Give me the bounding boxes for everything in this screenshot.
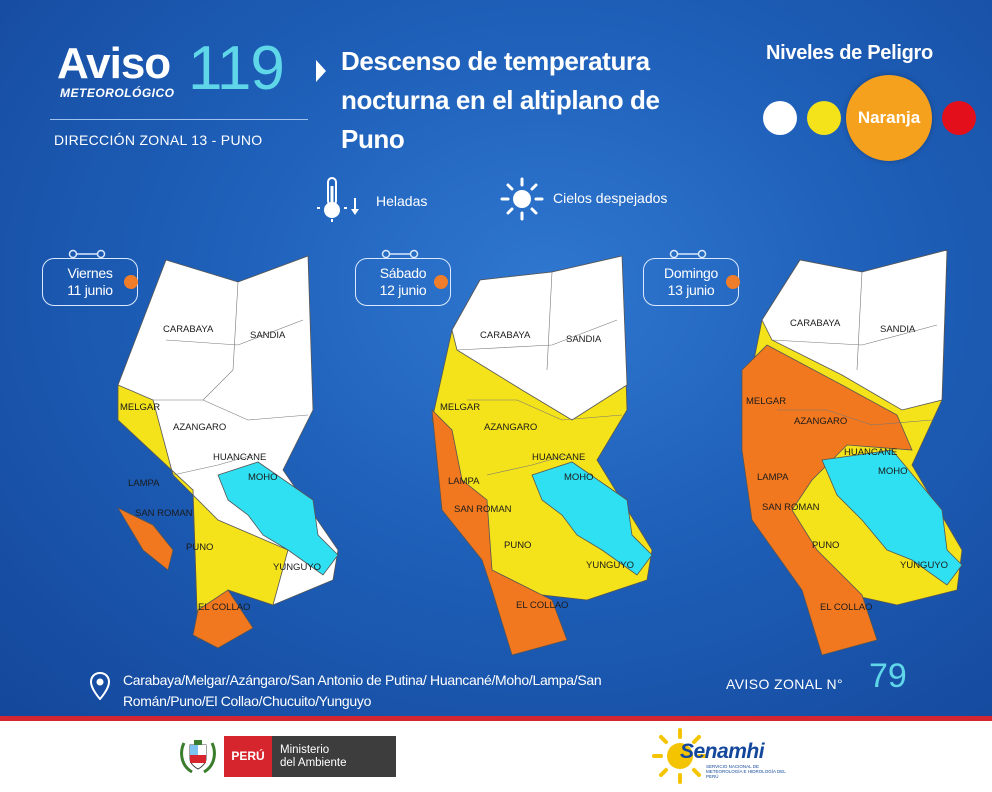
- label-puno: PUNO: [812, 540, 839, 551]
- calendar-rings-icon: [669, 249, 707, 259]
- label-yunguyo: YUNGUYO: [900, 560, 948, 571]
- label-moho: MOHO: [248, 472, 278, 483]
- label-yunguyo: YUNGUYO: [586, 560, 634, 571]
- label-huancane: HUANCANE: [844, 447, 897, 458]
- label-carabaya: CARABAYA: [480, 330, 531, 341]
- legend-heladas: Heladas: [376, 193, 428, 209]
- peru-label: PERÚ: [224, 736, 272, 777]
- title-line-2: nocturna en el altiplano de: [341, 85, 660, 115]
- title-line-3: Puno: [341, 124, 405, 154]
- logo-number: 119: [188, 34, 285, 103]
- day-badge-2: Sábado 12 junio: [355, 249, 451, 306]
- label-yunguyo: YUNGUYO: [273, 562, 321, 573]
- label-azangaro: AZANGARO: [794, 416, 847, 427]
- warning-panel: Aviso METEOROLÓGICO 119 DIRECCIÓN ZONAL …: [0, 0, 992, 718]
- aviso-zonal-label: AVISO ZONAL N°: [726, 676, 843, 692]
- label-puno: PUNO: [186, 542, 213, 553]
- region-white: [761, 250, 948, 411]
- label-el-collao: EL COLLAO: [198, 602, 250, 613]
- divider: [0, 716, 992, 721]
- label-lampa: LAMPA: [128, 478, 160, 489]
- legend-cielos: Cielos despejados: [553, 190, 668, 206]
- sun-icon: [500, 177, 544, 221]
- label-el-collao: EL COLLAO: [516, 600, 568, 611]
- lake-titicaca: [531, 461, 653, 576]
- affected-areas-line-2: Román/Puno/El Collao/Chucuito/Yunguyo: [123, 693, 372, 709]
- label-sandia: SANDIA: [880, 324, 916, 335]
- senamhi-sun-icon: [652, 728, 708, 784]
- calendar-rings-icon: [381, 249, 419, 259]
- region-orange: [116, 507, 174, 571]
- label-sandia: SANDIA: [566, 334, 602, 345]
- map-friday: CARABAYA SANDIA MELGAR AZANGARO HUANCANE…: [116, 255, 339, 649]
- label-melgar: MELGAR: [746, 396, 786, 407]
- thermometer-down-icon: [317, 177, 359, 222]
- label-carabaya: CARABAYA: [163, 324, 214, 335]
- label-melgar: MELGAR: [440, 402, 480, 413]
- orange-dot-icon: [726, 275, 740, 289]
- orange-dot-icon: [124, 275, 138, 289]
- ministerio-line-1: Ministerio: [280, 744, 330, 756]
- day-badge-1: Viernes 11 junio: [42, 249, 138, 306]
- coat-of-arms-icon: [180, 740, 216, 774]
- logo-meteorologico: METEOROLÓGICO: [60, 86, 175, 100]
- levels-title: Niveles de Peligro: [766, 42, 933, 64]
- affected-areas-line-1: Carabaya/Melgar/Azángaro/San Antonio de …: [123, 672, 602, 688]
- warning-title: Descenso de temperatura nocturna en el a…: [341, 42, 741, 159]
- label-melgar: MELGAR: [120, 402, 160, 413]
- level-orange-label: Naranja: [857, 108, 921, 127]
- label-lampa: LAMPA: [757, 472, 789, 483]
- label-san-roman: SAN ROMAN: [135, 508, 193, 519]
- level-orange-active: Naranja: [846, 75, 932, 161]
- region-yellow: [117, 384, 289, 642]
- day-date: 11 junio: [67, 282, 113, 298]
- senamhi-subtitle: SERVICIO NACIONAL DE METEOROLOGÍA E HIDR…: [706, 764, 786, 779]
- orange-dot-icon: [434, 275, 448, 289]
- senamhi-word: Senamhi: [680, 740, 765, 763]
- level-white: [763, 101, 797, 135]
- level-yellow: [807, 101, 841, 135]
- label-azangaro: AZANGARO: [173, 422, 226, 433]
- label-el-collao: EL COLLAO: [820, 602, 872, 613]
- label-moho: MOHO: [564, 472, 594, 483]
- label-sandia: SANDIA: [250, 330, 286, 341]
- region-orange: [431, 408, 568, 656]
- logo-aviso: Aviso: [57, 39, 171, 88]
- location-pin-icon: [90, 672, 110, 700]
- senamhi-logo: Senamhi SERVICIO NACIONAL DE METEOROLOGÍ…: [650, 726, 790, 788]
- region-orange: [741, 344, 913, 656]
- map-saturday: CARABAYA SANDIA MELGAR AZANGARO HUANCANE…: [431, 255, 653, 656]
- label-san-roman: SAN ROMAN: [762, 502, 820, 513]
- region-orange: [192, 589, 254, 649]
- label-huancane: HUANCANE: [213, 452, 266, 463]
- map-sunday: CARABAYA SANDIA MELGAR AZANGARO HUANCANE…: [741, 250, 963, 656]
- region-white: [451, 255, 628, 421]
- label-moho: MOHO: [878, 466, 908, 477]
- day-name: Domingo: [664, 265, 718, 281]
- label-carabaya: CARABAYA: [790, 318, 841, 329]
- label-azangaro: AZANGARO: [484, 422, 537, 433]
- divider: [50, 119, 308, 120]
- ministerio-line-2: del Ambiente: [280, 757, 347, 769]
- day-name: Viernes: [67, 265, 113, 281]
- lake-titicaca: [821, 449, 963, 586]
- lake-titicaca: [217, 461, 339, 576]
- day-date: 12 junio: [379, 282, 427, 298]
- ministerio-label: Ministerio del Ambiente: [272, 736, 396, 777]
- calendar-rings-icon: [68, 249, 106, 259]
- day-date: 13 junio: [667, 282, 715, 298]
- affected-areas: Carabaya/Melgar/Azángaro/San Antonio de …: [123, 670, 723, 712]
- title-line-1: Descenso de temperatura: [341, 46, 650, 76]
- day-name: Sábado: [379, 265, 427, 281]
- direccion-zonal: DIRECCIÓN ZONAL 13 - PUNO: [54, 132, 263, 148]
- label-lampa: LAMPA: [448, 476, 480, 487]
- label-san-roman: SAN ROMAN: [454, 504, 512, 515]
- aviso-zonal-number: 79: [869, 657, 907, 695]
- level-red: [942, 101, 976, 135]
- day-badge-3: Domingo 13 junio: [643, 249, 739, 306]
- label-puno: PUNO: [504, 540, 531, 551]
- chevron-right-icon: [316, 60, 326, 82]
- label-huancane: HUANCANE: [532, 452, 585, 463]
